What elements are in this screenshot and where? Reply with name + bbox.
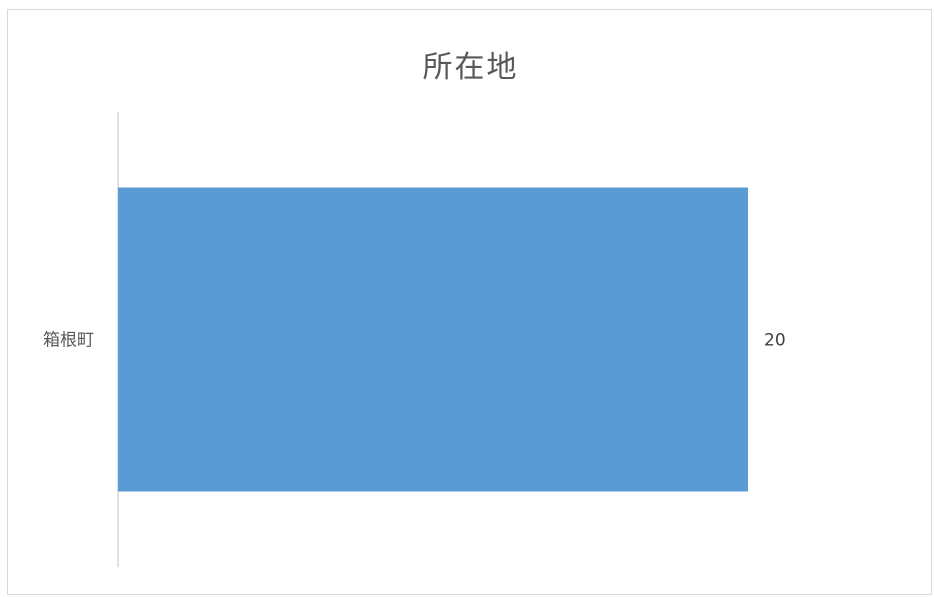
- chart-title: 所在地: [422, 50, 519, 85]
- bar-1: [118, 187, 748, 492]
- category-label-1: 箱根町: [43, 331, 94, 351]
- bar-group: 箱根町 20: [43, 187, 786, 492]
- data-label-1: 20: [764, 331, 786, 351]
